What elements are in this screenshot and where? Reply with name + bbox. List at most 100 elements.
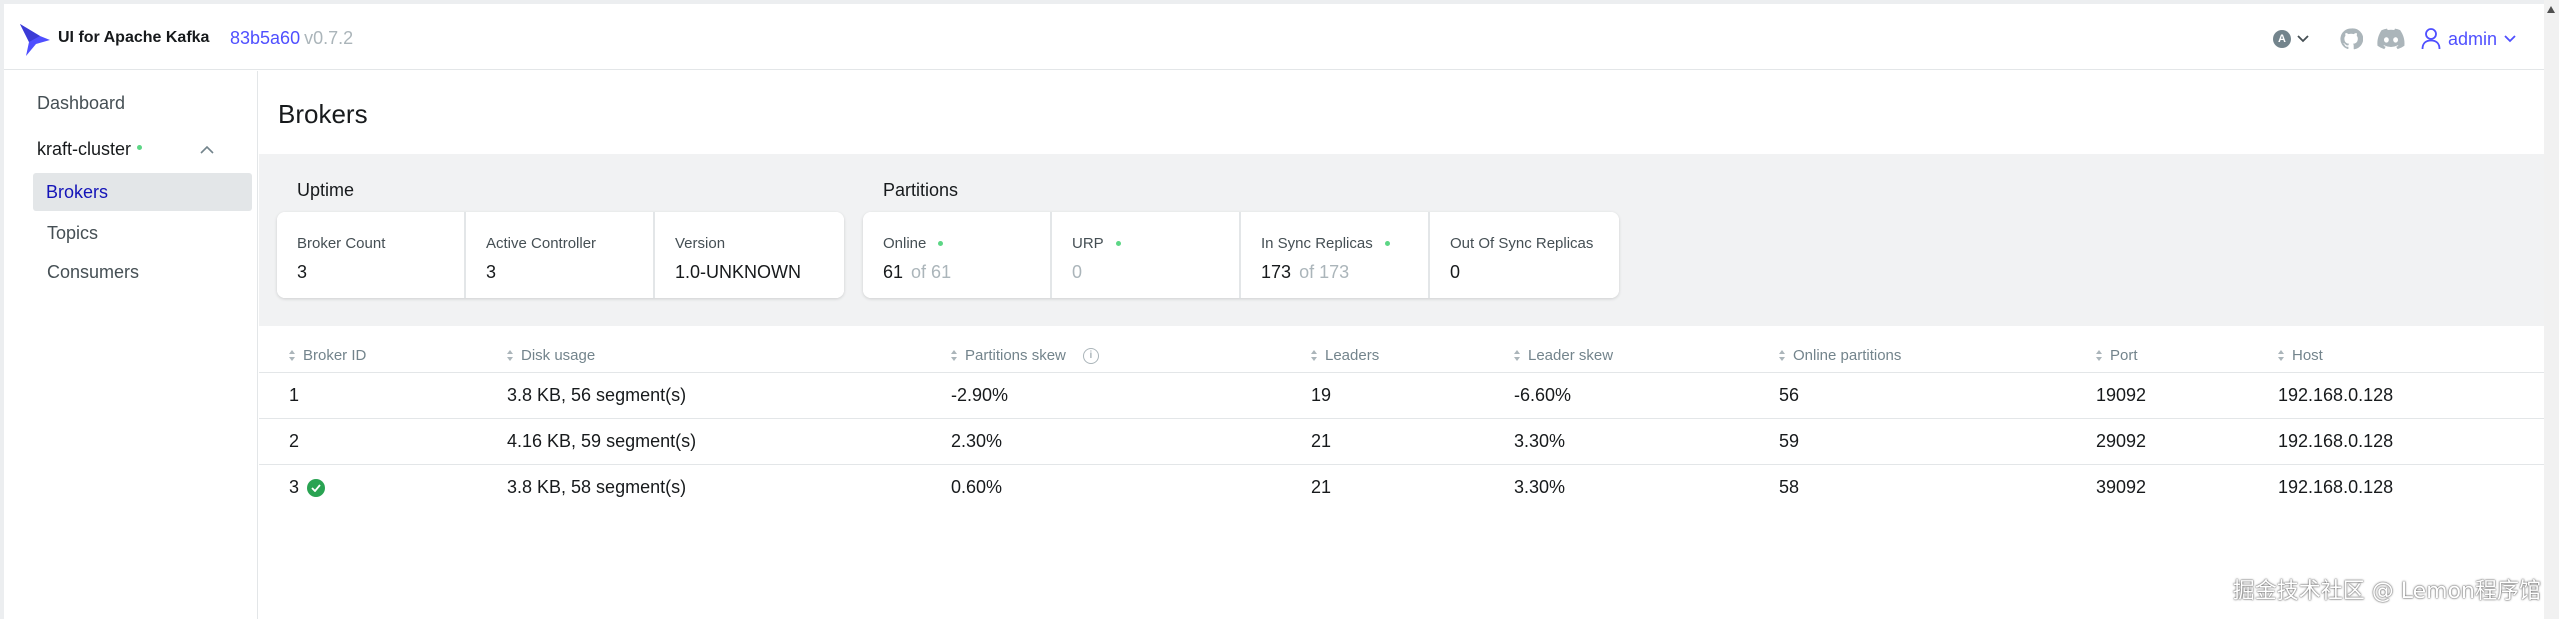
port-cell: 29092 <box>2096 431 2147 451</box>
sidebar-item-cluster[interactable]: kraft-cluster <box>37 139 143 160</box>
cluster-online-dot <box>137 145 143 150</box>
watermark: 掘金技术社区 @ Lemon程序馆 <box>2232 579 2541 604</box>
metric-value: 61 of 61 <box>883 262 1050 283</box>
vertical-scrollbar[interactable] <box>2544 0 2559 619</box>
chevron-down-icon <box>2297 35 2309 43</box>
sort-icon <box>1514 350 1521 361</box>
column-header-leaders[interactable]: Leaders <box>1311 347 1379 364</box>
metric-label-text: Online <box>883 235 927 252</box>
column-header-leader-skew[interactable]: Leader skew <box>1514 347 1613 364</box>
cluster-name: kraft-cluster <box>37 139 132 159</box>
sort-icon <box>507 350 514 361</box>
column-header-broker-id[interactable]: Broker ID <box>289 347 366 364</box>
theme-switcher[interactable]: A <box>2272 30 2309 48</box>
chevron-down-icon <box>2504 35 2516 43</box>
column-header-disk-usage[interactable]: Disk usage <box>507 347 595 364</box>
host-cell: 192.168.0.128 <box>2278 385 2394 405</box>
column-label: Leaders <box>1325 347 1380 364</box>
leader-skew-cell: 3.30% <box>1514 431 1566 451</box>
chevron-up-icon[interactable] <box>200 145 214 154</box>
info-icon[interactable]: i <box>1082 347 1099 364</box>
metric-card-version: Version 1.0-UNKNOWN <box>655 212 844 298</box>
main-content: Brokers Uptime Partitions Broker Count 3… <box>259 71 2544 619</box>
leaders-cell: 19 <box>1311 385 1332 405</box>
sidebar: Dashboard kraft-cluster Brokers Topics C… <box>4 71 258 619</box>
metric-value: 3 <box>486 262 497 282</box>
sidebar-item-topics[interactable]: Topics <box>47 223 99 243</box>
metric-value: 173 of 173 <box>1261 262 1428 283</box>
metrics-panel: Uptime Partitions Broker Count 3 Active … <box>259 154 2544 326</box>
metric-value-suffix: of 61 <box>911 262 952 282</box>
version-hash-link[interactable]: 83b5a60 <box>230 28 301 48</box>
scroll-up-arrow-icon[interactable] <box>2547 6 2555 13</box>
leaders-cell: 21 <box>1311 477 1332 497</box>
status-dot <box>1384 241 1390 246</box>
metric-value: 0 <box>1072 262 1083 282</box>
sidebar-item-dashboard[interactable]: Dashboard <box>37 93 126 113</box>
partitions-skew-cell: 2.30% <box>951 431 1003 451</box>
kafka-ui-logo-icon[interactable] <box>18 22 52 58</box>
column-header-partitions-skew[interactable]: Partitions skew i <box>951 347 1099 364</box>
column-header-port[interactable]: Port <box>2096 347 2138 364</box>
discord-icon[interactable] <box>2377 28 2405 50</box>
sort-icon <box>2096 350 2103 361</box>
status-dot <box>938 241 944 246</box>
table-header: Broker ID Disk usage Partitions skew i Le… <box>259 339 2544 373</box>
page-title: Brokers <box>278 99 368 129</box>
brand-title[interactable]: UI for Apache Kafka <box>58 29 210 46</box>
column-label: Disk usage <box>521 347 596 364</box>
metric-label: Online <box>883 235 1050 252</box>
metric-card-in-sync-replicas: In Sync Replicas 173 of 173 <box>1241 212 1430 298</box>
column-label: Port <box>2110 347 2138 364</box>
broker-id-link[interactable]: 2 <box>289 431 300 451</box>
user-menu[interactable]: admin <box>2421 28 2516 50</box>
brokers-table: Broker ID Disk usage Partitions skew i Le… <box>259 339 2544 511</box>
sort-icon <box>1779 350 1786 361</box>
column-label: Leader skew <box>1528 347 1614 364</box>
leader-skew-cell: -6.60% <box>1514 385 1572 405</box>
table-row[interactable]: 1 3.8 KB, 56 segment(s) -2.90% 19 -6.60%… <box>259 373 2544 419</box>
partitions-skew-cell: 0.60% <box>951 477 1003 497</box>
user-icon <box>2421 28 2441 50</box>
version-number: v0.7.2 <box>304 28 354 48</box>
table-row[interactable]: 2 4.16 KB, 59 segment(s) 2.30% 21 3.30% … <box>259 419 2544 465</box>
metric-value: 1.0-UNKNOWN <box>675 262 802 282</box>
username: admin <box>2447 28 2497 49</box>
github-icon[interactable] <box>2339 27 2363 51</box>
sidebar-item-consumers[interactable]: Consumers <box>47 262 140 282</box>
metric-value-text: 61 <box>883 262 904 282</box>
column-label: Online partitions <box>1793 347 1902 364</box>
status-dot <box>1115 241 1121 246</box>
top-navbar: UI for Apache Kafka 83b5a60 v0.7.2 A admi… <box>4 4 2544 70</box>
metric-value-text: 173 <box>1261 262 1292 282</box>
host-cell: 192.168.0.128 <box>2278 477 2394 497</box>
metric-card-out-of-sync-replicas: Out Of Sync Replicas 0 <box>1430 212 1619 298</box>
metric-label: Broker Count <box>297 235 386 252</box>
online-partitions-cell: 56 <box>1779 385 1800 405</box>
broker-id-link[interactable]: 3 <box>289 477 300 497</box>
broker-id-link[interactable]: 1 <box>289 385 300 405</box>
metric-label: Active Controller <box>486 235 597 252</box>
metric-label: Version <box>675 235 726 252</box>
metric-label: Out Of Sync Replicas <box>1450 235 1594 252</box>
column-label: Partitions skew <box>965 347 1066 364</box>
metric-value-suffix: of 173 <box>1299 262 1350 282</box>
metric-label: URP <box>1072 235 1239 252</box>
metric-label-text: URP <box>1072 235 1104 252</box>
metric-label: In Sync Replicas <box>1261 235 1428 252</box>
partitions-section-title: Partitions <box>883 180 959 200</box>
broker-id-cell: 3 <box>289 477 326 498</box>
metric-value: 3 <box>297 262 308 282</box>
port-cell: 19092 <box>2096 385 2147 405</box>
column-header-online-partitions[interactable]: Online partitions <box>1779 347 1901 364</box>
leaders-cell: 21 <box>1311 431 1332 451</box>
metric-value: 0 <box>1450 262 1461 282</box>
metric-card-online: Online 61 of 61 <box>863 212 1052 298</box>
table-row[interactable]: 3 3.8 KB, 58 segment(s) 0.60% 21 3.30% 5… <box>259 465 2544 511</box>
column-header-host[interactable]: Host <box>2278 347 2323 364</box>
sidebar-item-brokers[interactable]: Brokers <box>33 173 252 211</box>
sort-icon <box>2278 350 2285 361</box>
active-controller-check-icon <box>307 478 326 497</box>
sort-icon <box>289 350 296 361</box>
leader-skew-cell: 3.30% <box>1514 477 1566 497</box>
